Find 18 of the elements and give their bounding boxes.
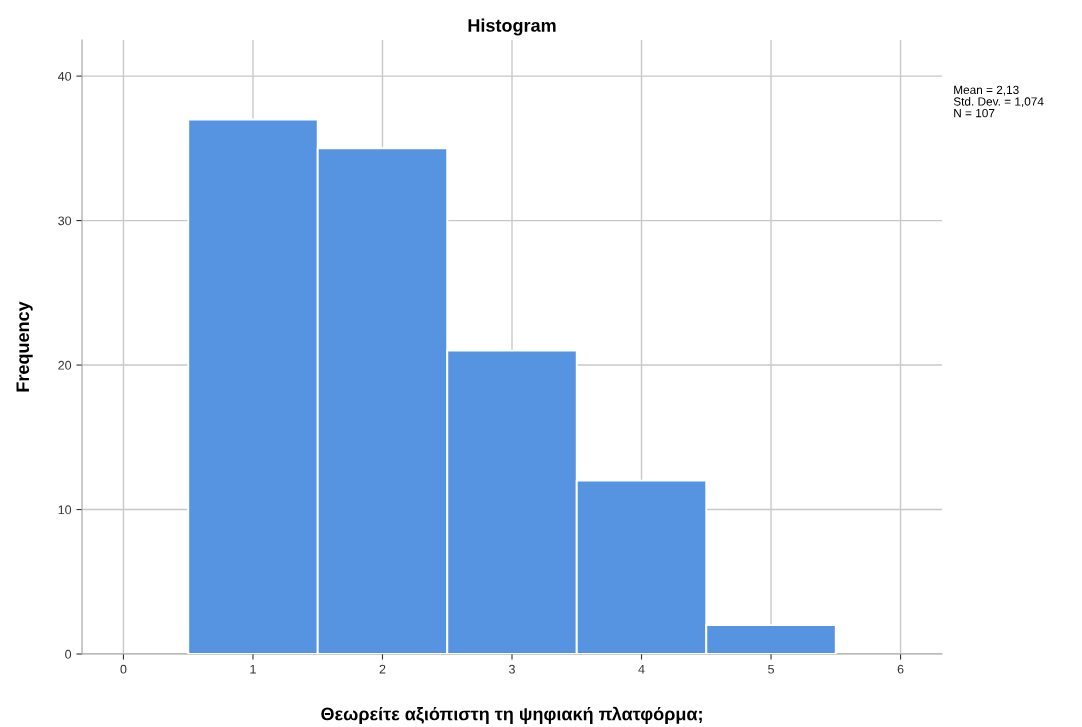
text: Mean = 2,13 [954,85,1019,96]
text: N = 107 [954,108,995,118]
y-tick-label: 40 [57,71,72,81]
x-tick-label: 2 [379,664,386,674]
y-tick-label: 10 [58,505,72,515]
y-tick-label: 30 [58,216,72,226]
y-tick-label: 0 [65,649,72,659]
x-axis-title: Θεωρείτε αξιόπιστη τη ψηφιακή πλατφόρμα; [321,706,702,724]
x-tick-label: 1 [250,664,256,674]
y-tick-label: 20 [58,360,72,370]
x-tick-label: 6 [897,664,904,674]
x-tick-label: 0 [120,664,127,674]
text: Std. Dev. = 1,074 [953,97,1044,108]
x-tick-label: 4 [638,664,645,674]
x-tick-label: 3 [509,664,515,674]
x-tick-label: 5 [768,664,774,674]
chart-title: Histogram [468,18,556,36]
y-axis-title: Frequency [16,301,33,392]
